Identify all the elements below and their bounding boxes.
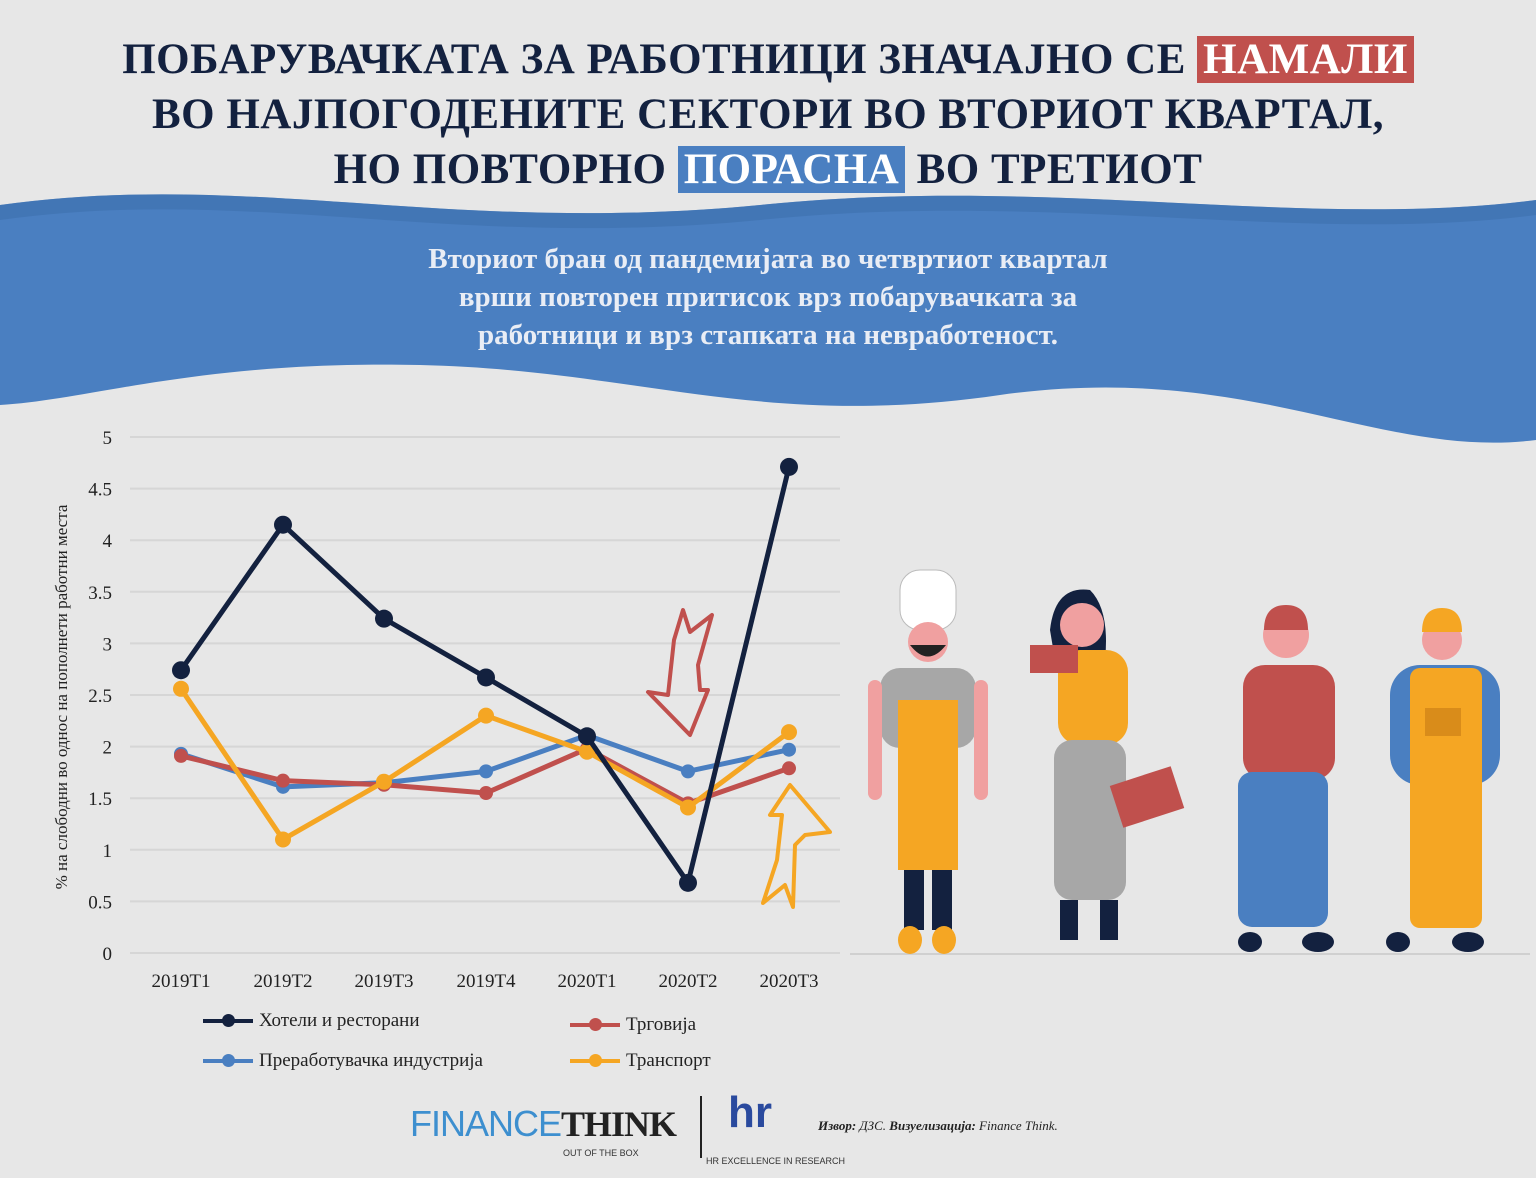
data-point [478, 707, 494, 724]
header-wave [0, 194, 1536, 443]
data-point [780, 457, 798, 476]
logo-finance: FINANCE [410, 1103, 562, 1144]
construction-worker-figure [1386, 608, 1500, 952]
data-point [477, 668, 495, 687]
legend-item-hotels: Хотели и ресторани [203, 1010, 420, 1032]
workers-illustration [850, 569, 1530, 955]
logo-think: THINK [561, 1104, 677, 1144]
title-line2: ВО НАЈПОГОДЕНИТЕ СЕКТОРИ ВО ВТОРИОТ КВАР… [151, 91, 1385, 138]
chef-figure [868, 569, 988, 954]
y-axis-label: % на слободни во однос на пополнети рабо… [52, 504, 71, 889]
source-label: Извор: [818, 1118, 857, 1133]
worker-red-shirt-figure [1238, 605, 1335, 952]
series-0 [172, 457, 798, 892]
y-tick-label: 0 [103, 944, 113, 965]
title-line1: ПОБАРУВАЧКАТА ЗА РАБОТНИЦИ ЗНАЧАЈНО СЕ [122, 36, 1186, 83]
hr-tagline: HR EXCELLENCE IN RESEARCH [706, 1156, 846, 1166]
x-tick-label: 2020Т3 [759, 971, 818, 992]
data-point [172, 661, 190, 680]
data-point [578, 727, 596, 746]
y-tick-label: 2 [103, 738, 113, 759]
highlight-increased: ПОРАСНА [677, 146, 906, 193]
legend-item-trade: Трговија [570, 1014, 696, 1036]
x-tick-label: 2019Т4 [456, 971, 516, 992]
data-point [782, 761, 796, 776]
x-tick-label: 2020Т2 [658, 971, 717, 992]
data-point [174, 748, 188, 763]
y-tick-label: 3 [103, 634, 113, 655]
hr-logo: hr [728, 1088, 772, 1137]
data-point [679, 873, 697, 892]
office-worker-figure [1030, 589, 1185, 940]
data-point [274, 515, 292, 534]
x-tick-label: 2019Т3 [354, 971, 413, 992]
data-point [376, 773, 392, 790]
y-tick-label: 2.5 [88, 686, 112, 707]
legend-item-manufacturing: Преработувачка индустрија [203, 1050, 483, 1072]
legend-label: Хотели и ресторани [259, 1010, 420, 1031]
data-point [680, 799, 696, 816]
finance-think-logo: FINANCETHINK [410, 1103, 677, 1144]
legend-label: Преработувачка индустрија [259, 1050, 483, 1071]
series-3 [173, 680, 797, 848]
source-value: ДЗС. [859, 1118, 887, 1133]
data-point [479, 786, 493, 801]
subtitle-line3: работници и врз стапката на невработенос… [478, 319, 1058, 351]
y-tick-label: 4 [103, 531, 113, 552]
data-point [681, 764, 695, 779]
vis-label: Визуелизација: [889, 1118, 976, 1133]
data-point [579, 743, 595, 760]
data-point [275, 831, 291, 848]
legend-label: Трговија [626, 1014, 697, 1035]
data-point [781, 724, 797, 741]
infographic-title: ПОБАРУВАЧКАТА ЗА РАБОТНИЦИ ЗНАЧАЈНО СЕ Н… [0, 32, 1536, 197]
data-point [479, 764, 493, 779]
y-tick-label: 1.5 [88, 789, 112, 810]
logo-divider [700, 1096, 702, 1158]
vis-value: Finance Think. [979, 1118, 1058, 1133]
up-arrow-icon [761, 783, 832, 909]
source-note: Извор: ДЗС. Визуелизација: Finance Think… [818, 1118, 1058, 1134]
legend-item-transport: Транспорт [570, 1050, 711, 1072]
data-point [173, 680, 189, 697]
line-chart: 0 0.5 1 1.5 2 2.5 3 3.5 4 4.5 5 2019Т1 2019Т2 2019Т3… [52, 428, 840, 992]
x-tick-label: 2019Т2 [253, 971, 312, 992]
data-point [375, 609, 393, 628]
title-line3: НО ПОВТОРНО [333, 146, 667, 193]
x-tick-label: 2020Т1 [557, 971, 616, 992]
y-tick-label: 0.5 [88, 892, 112, 913]
subtitle-line1: Вториот бран од пандемијата во четвртиот… [428, 243, 1108, 275]
subtitle-line2: врши повторен притисок врз побарувачката… [458, 281, 1078, 313]
data-point [276, 773, 290, 788]
down-arrow-icon [646, 608, 714, 737]
legend-label: Транспорт [626, 1050, 711, 1071]
y-tick-label: 1 [103, 841, 113, 862]
y-tick-label: 3.5 [88, 583, 112, 604]
logo-tagline: OUT OF THE BOX [563, 1148, 639, 1158]
x-tick-label: 2019Т1 [151, 971, 210, 992]
series-2 [174, 728, 796, 794]
y-tick-label: 5 [103, 428, 113, 449]
title-line3-suffix: ВО ТРЕТИОТ [916, 146, 1203, 193]
subtitle: Вториот бран од пандемијата во четвртиот… [0, 240, 1536, 354]
data-point [782, 742, 796, 757]
highlight-decreased: НАМАЛИ [1197, 36, 1414, 83]
y-tick-label: 4.5 [88, 480, 112, 501]
